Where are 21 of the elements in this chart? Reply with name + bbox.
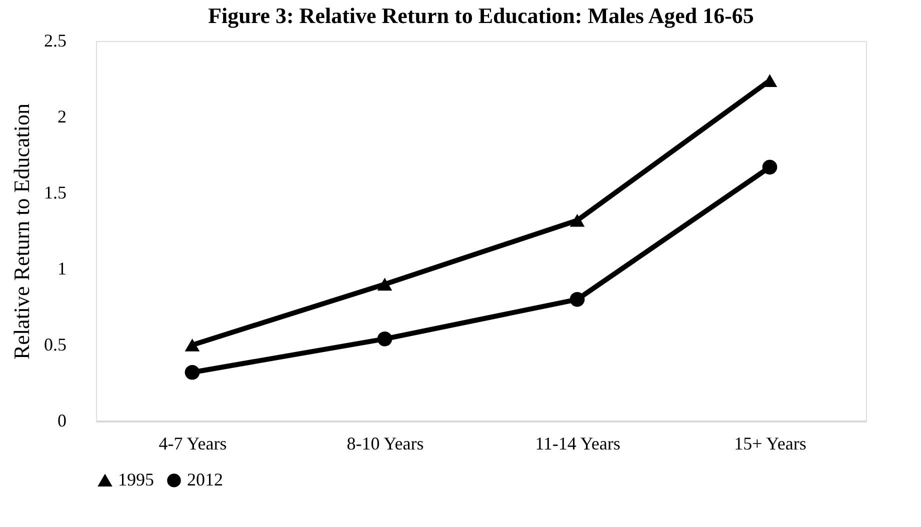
y-tick-label: 2 [58, 106, 66, 126]
point [377, 332, 392, 346]
point [377, 278, 392, 291]
legend-label: 1995 [118, 470, 154, 490]
x-tick-label: 8-10 Years [346, 434, 424, 454]
point [570, 214, 585, 227]
y-tick-label: 2.5 [44, 30, 66, 50]
chart-title: Figure 3: Relative Return to Education: Males Aged 16-65 [208, 3, 754, 28]
x-tick-label: 15+ Years [734, 434, 806, 454]
y-tick-label: 0.5 [44, 334, 66, 354]
y-tick-label: 1.5 [44, 182, 66, 202]
y-tick-label: 0 [58, 410, 66, 430]
y-tick-label: 1 [58, 258, 66, 278]
point [184, 338, 200, 352]
point [762, 160, 778, 175]
legend-label: 2012 [187, 469, 223, 490]
point [184, 364, 200, 380]
x-tick-label: 4-7 Years [158, 434, 227, 454]
y-axis-title: Relative Return to Education [9, 104, 34, 360]
x-tick-label: 11-14 Years [535, 434, 620, 454]
point [570, 292, 585, 307]
